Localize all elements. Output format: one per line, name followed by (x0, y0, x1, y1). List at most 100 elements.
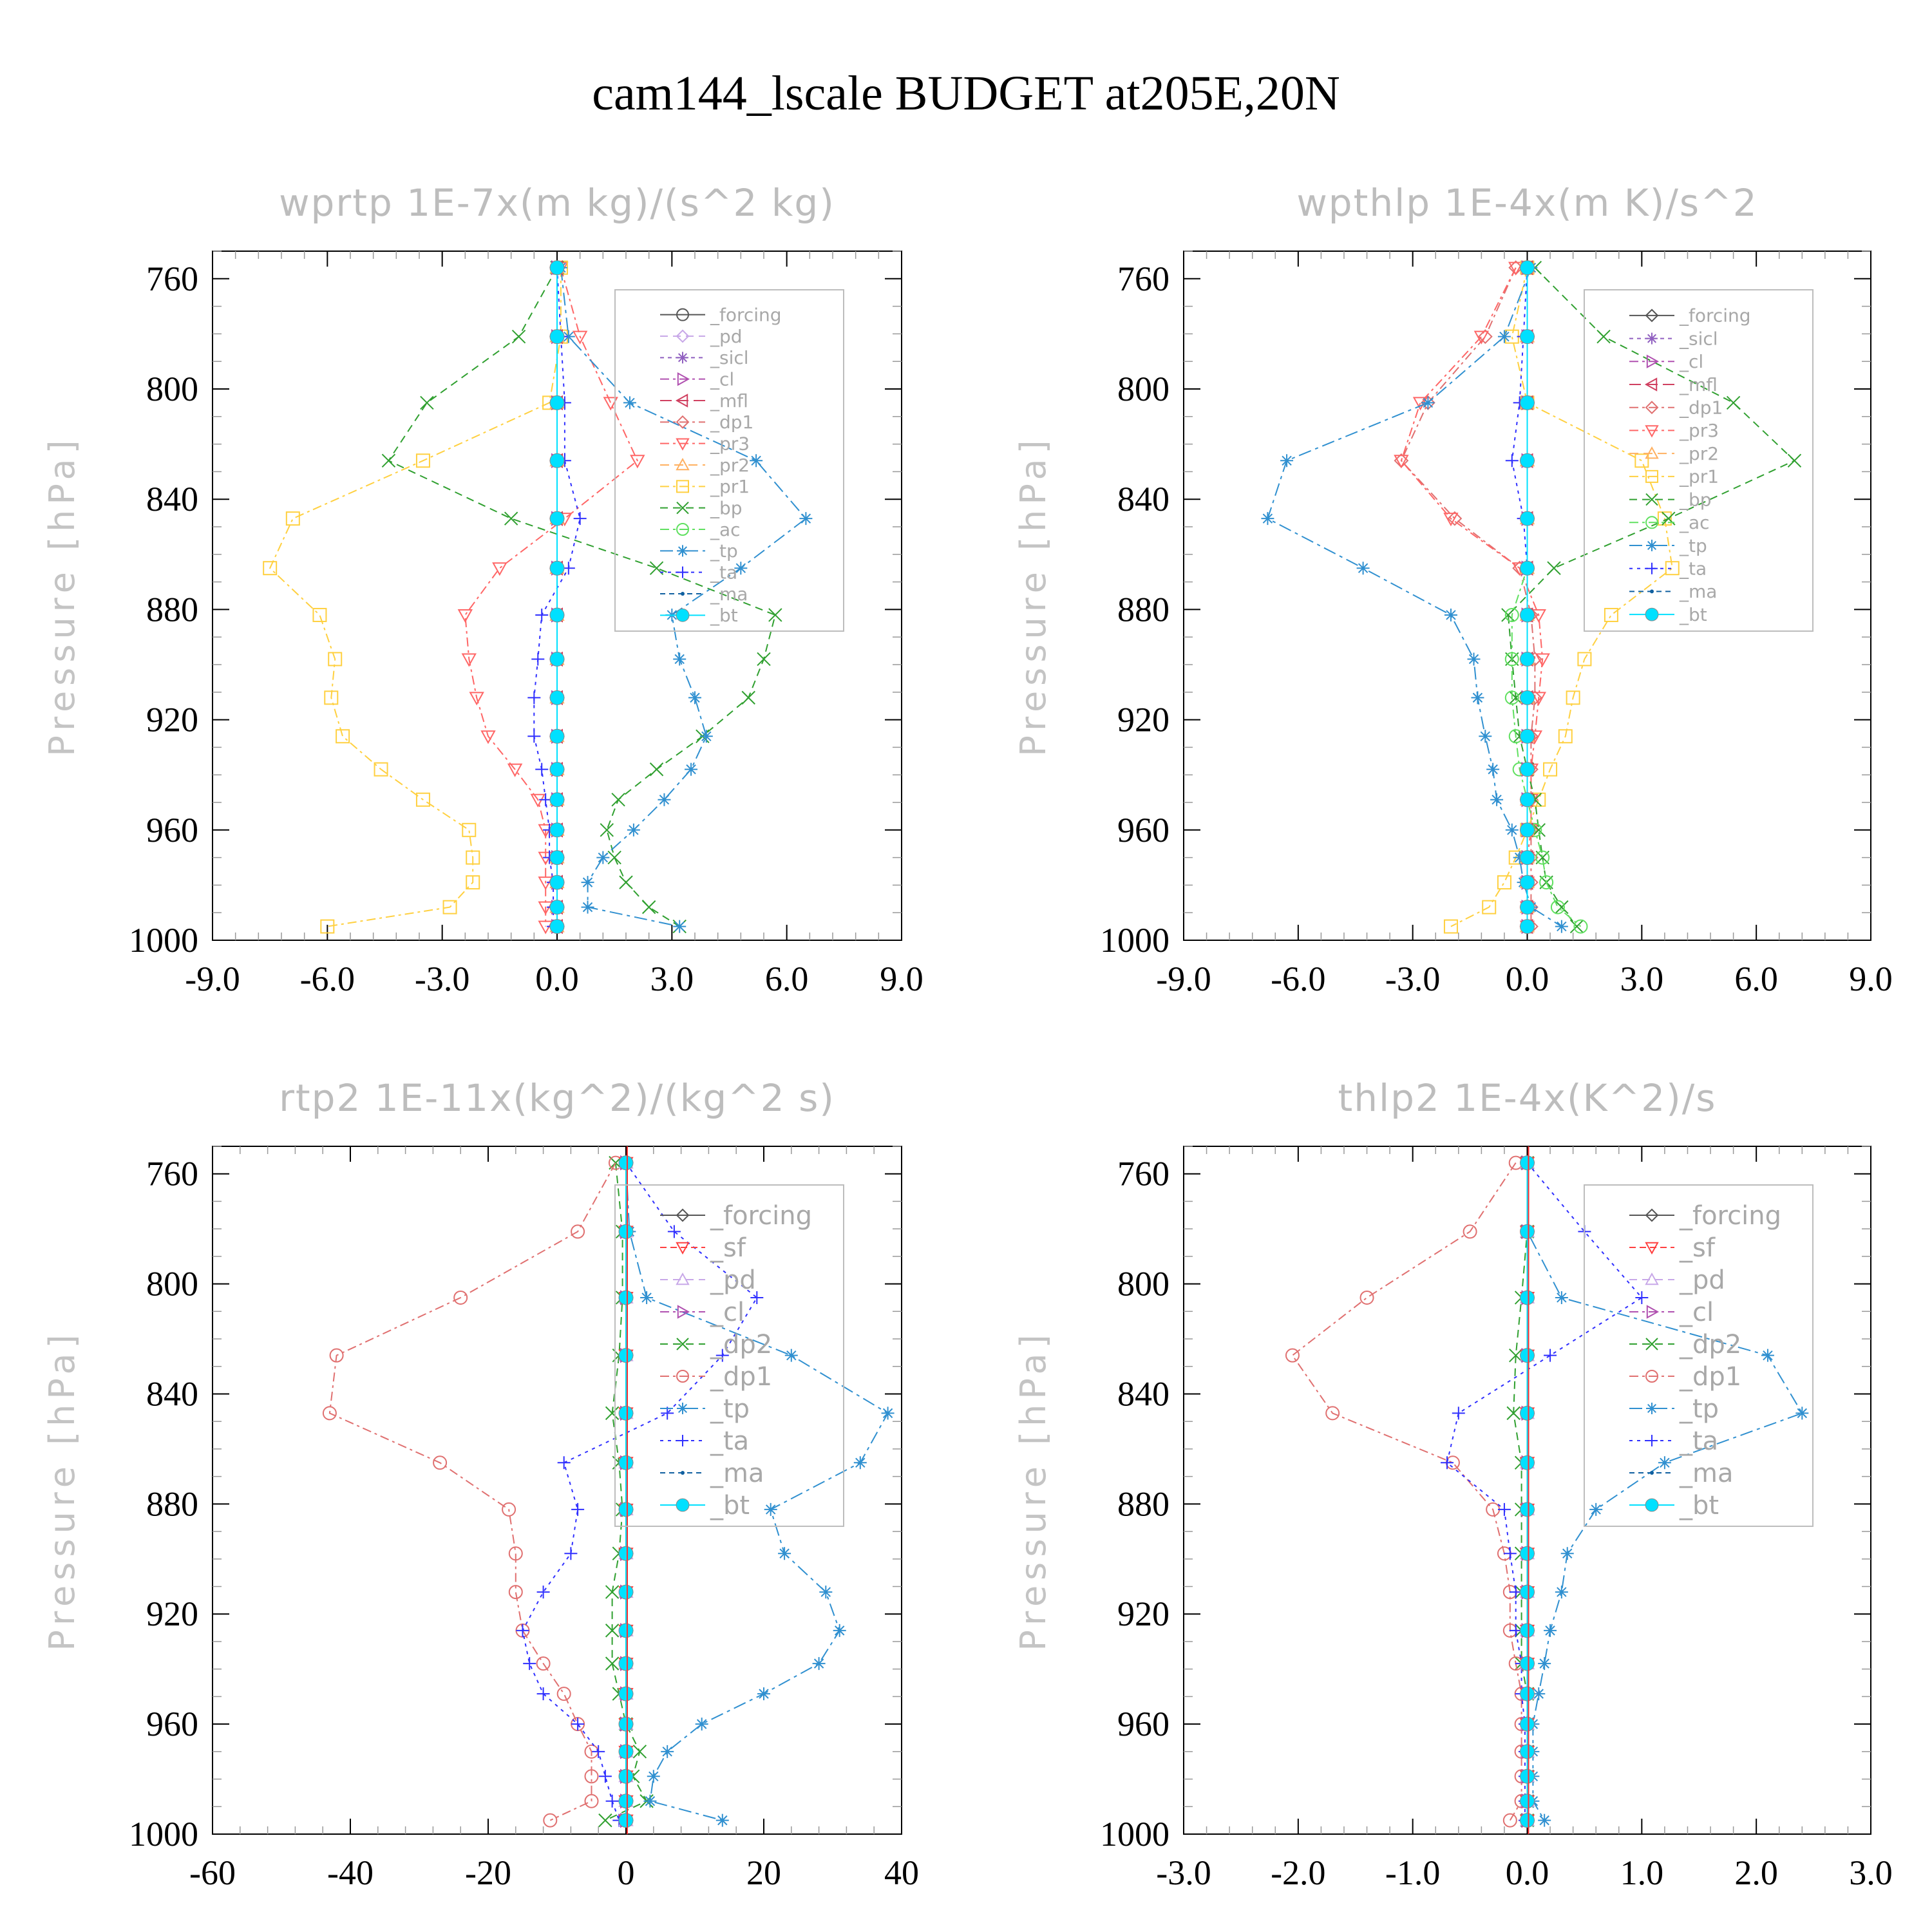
data-point-bt (1520, 1405, 1535, 1421)
data-point-tp (688, 691, 701, 705)
legend-label: _ac (1679, 512, 1710, 533)
data-point-bp (420, 395, 434, 410)
data-point-tp (734, 562, 748, 575)
legend: _forcing_pd_sicl_cl_mfl_dp1_pr3_pr2_pr1_… (614, 289, 844, 632)
x-tick-label: -3.0 (1156, 1853, 1211, 1892)
x-tick-label: 40 (884, 1853, 919, 1892)
data-point-pr1 (415, 453, 430, 468)
y-tick-label: 800 (146, 370, 198, 408)
data-point-dp1 (571, 1224, 585, 1239)
data-point-bt (1520, 728, 1535, 744)
data-point-ta (592, 1745, 605, 1758)
legend-marker-dp2 (676, 1338, 689, 1350)
panel-title: thlp2 1E-4x(K^2)/s (1338, 1076, 1716, 1120)
series-line-pr3 (464, 267, 639, 927)
data-point-ta (535, 762, 549, 776)
y-tick-label: 880 (1117, 590, 1170, 629)
legend-marker-tp (1646, 540, 1658, 551)
legend-marker-ma (681, 1471, 685, 1475)
data-point-bp (641, 900, 656, 914)
data-point-tp (1532, 1687, 1546, 1701)
data-point-pr3 (1394, 455, 1409, 469)
x-tick-label: -6.0 (1271, 960, 1325, 998)
data-point-ta (536, 1586, 550, 1599)
data-point-pr3 (1535, 653, 1550, 667)
legend-marker-dp1 (1645, 401, 1659, 415)
legend-label: _mfl (1679, 374, 1718, 395)
legend-marker-forcing (1645, 308, 1659, 323)
x-tick-label: -3.0 (415, 960, 469, 998)
data-point-bp (1787, 453, 1802, 468)
data-point-dp2 (605, 1656, 620, 1671)
legend-marker-dp1 (676, 1370, 689, 1383)
panel-title: rtp2 1E-11x(kg^2)/(kg^2 s) (279, 1076, 835, 1120)
data-point-dp1 (584, 1769, 599, 1784)
legend-marker-ta (677, 1435, 688, 1446)
y-axis-label: Pressure [hPa] (1013, 435, 1054, 756)
data-point-tp (1555, 920, 1568, 933)
data-point-tp (812, 1657, 826, 1671)
x-tick-label: -9.0 (185, 960, 240, 998)
data-point-bp (600, 823, 614, 837)
x-tick-label: 2.0 (1734, 1853, 1778, 1892)
legend-label: _dp2 (710, 1330, 772, 1359)
series-tp (554, 261, 813, 933)
legend-label: _bp (1679, 489, 1712, 510)
data-point-bp (757, 652, 771, 667)
data-point-bt (1520, 651, 1535, 667)
data-point-pr1 (1634, 453, 1649, 468)
x-tick-label: -40 (327, 1853, 374, 1892)
y-tick-label: 960 (146, 811, 198, 849)
data-point-pr1 (1482, 900, 1497, 914)
plot-frame (212, 1146, 902, 1835)
data-point-tp (1795, 1406, 1809, 1420)
legend-marker-ta (677, 566, 688, 578)
data-point-bt (1520, 792, 1535, 808)
data-point-bt (1520, 1348, 1535, 1363)
x-tick-label: 1.0 (1620, 1853, 1664, 1892)
legend-label: _sicl (1679, 328, 1718, 349)
legend-marker-bt (676, 608, 690, 622)
data-point-tp (685, 762, 698, 776)
data-point-ac (1550, 900, 1565, 914)
data-point-tp (596, 851, 610, 864)
series-bt (1520, 1155, 1535, 1828)
series-ta (516, 1156, 764, 1827)
data-point-tp (1490, 793, 1504, 806)
data-point-tp (661, 1745, 674, 1758)
series-ta (1441, 1156, 1649, 1827)
y-tick-label: 800 (1117, 370, 1170, 408)
legend-marker-ac (676, 523, 689, 536)
data-point-bt (1520, 900, 1535, 915)
data-point-bp (1596, 329, 1611, 344)
data-point-pr1 (466, 850, 480, 865)
legend-marker-ac (1645, 516, 1658, 529)
data-point-bt (549, 792, 565, 808)
data-point-dp1 (502, 1502, 516, 1517)
data-point-pr3 (507, 763, 523, 777)
data-point-bt (1520, 1290, 1535, 1305)
data-point-bt (1520, 1584, 1535, 1600)
data-point-bt (1520, 1686, 1535, 1701)
data-point-dp1 (322, 1406, 337, 1421)
data-point-bt (1520, 850, 1535, 866)
series-line-tp (1526, 1162, 1803, 1821)
data-point-bt (618, 1768, 634, 1784)
data-point-tp (658, 793, 671, 806)
x-tick-label: 0.0 (535, 960, 579, 998)
legend-marker-sf (676, 1242, 690, 1255)
legend-label: _tp (710, 540, 738, 562)
y-axis-label: Pressure [hPa] (42, 1329, 82, 1651)
data-point-pr3 (469, 692, 484, 706)
data-point-pr3 (603, 397, 618, 411)
legend-label: _ma (710, 1459, 764, 1488)
legend-label: _tp (1679, 1394, 1719, 1424)
y-tick-label: 880 (1117, 1484, 1170, 1523)
y-tick-label: 960 (1117, 1705, 1170, 1743)
y-tick-label: 1000 (1100, 921, 1170, 960)
data-point-tp (1658, 1456, 1671, 1470)
data-point-bt (618, 1716, 634, 1732)
data-point-bt (1520, 1224, 1535, 1239)
data-point-ta (605, 1794, 619, 1808)
legend-marker-bp (676, 501, 689, 515)
